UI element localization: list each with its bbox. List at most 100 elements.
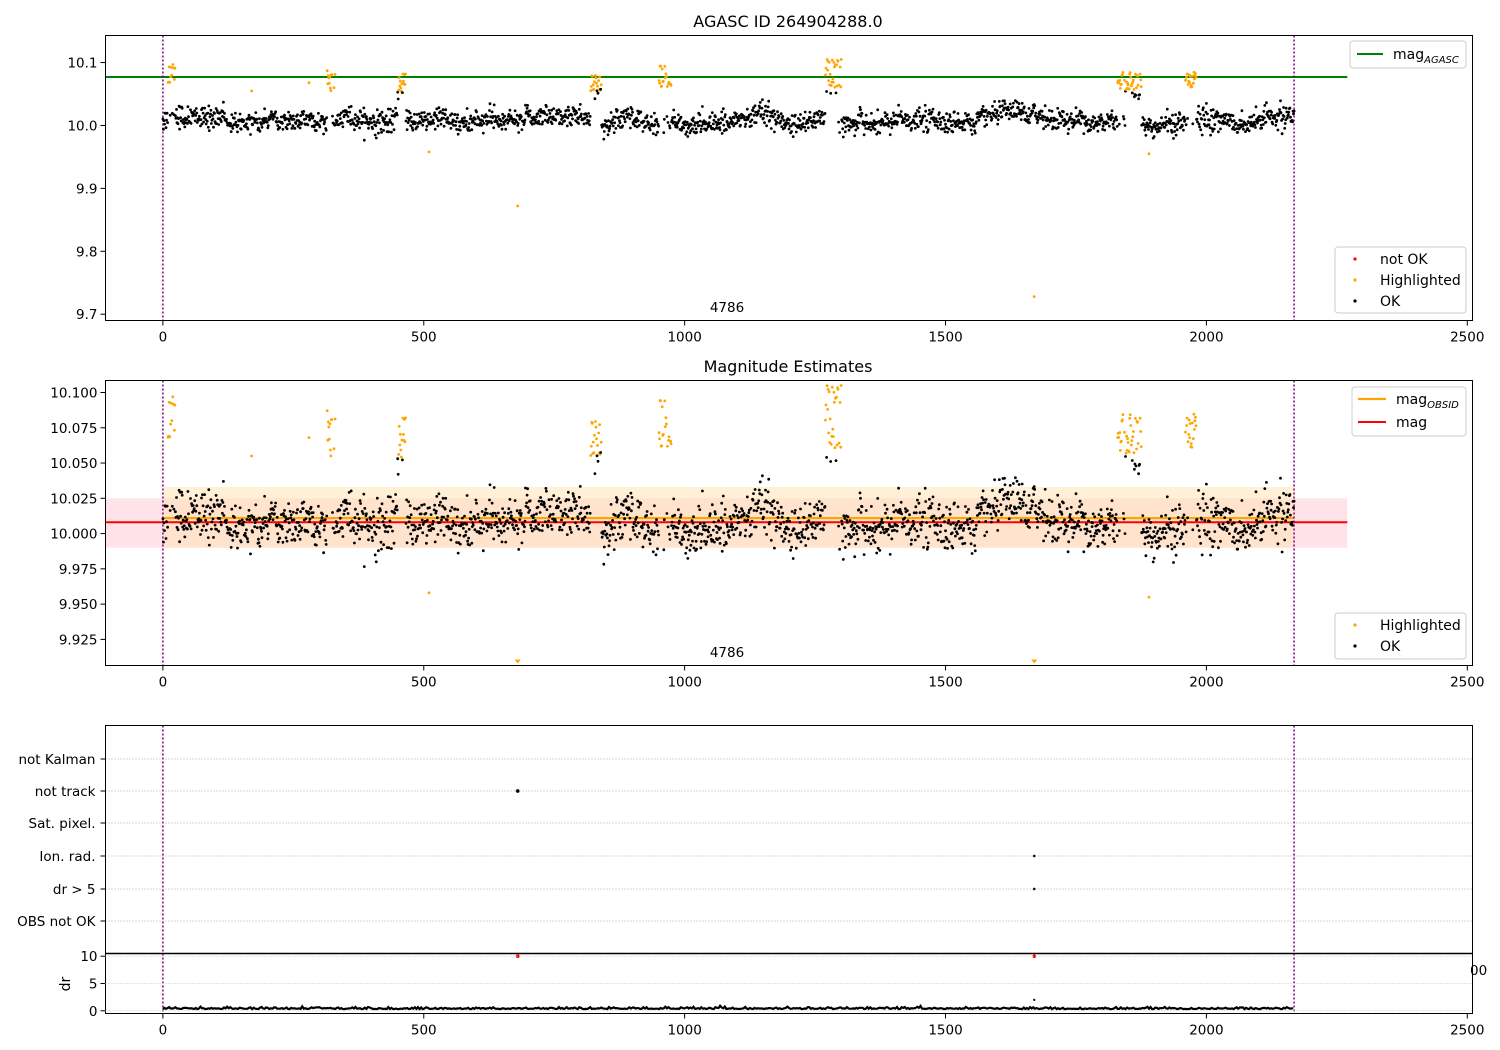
ok-point xyxy=(1143,542,1147,546)
ok-point xyxy=(767,477,771,481)
ok-point xyxy=(721,107,725,111)
ok-point xyxy=(1026,511,1029,515)
ok-point xyxy=(539,502,543,506)
ok-point xyxy=(200,528,204,532)
ok-point xyxy=(722,123,726,127)
ok-point xyxy=(1269,113,1273,117)
ok-point xyxy=(297,530,301,534)
ok-point xyxy=(291,510,295,514)
ok-point xyxy=(606,126,609,129)
ok-point xyxy=(349,489,353,493)
ok-point xyxy=(271,117,275,121)
ok-point xyxy=(801,535,804,539)
ok-point xyxy=(779,112,783,116)
ok-point xyxy=(1093,515,1097,519)
ok-point xyxy=(610,526,614,529)
ok-point xyxy=(629,491,633,495)
ok-point xyxy=(1059,121,1063,125)
ok-point xyxy=(1264,120,1268,124)
ok-point xyxy=(1269,508,1273,512)
ok-point xyxy=(768,502,772,505)
p2-ytick-label: 9.925 xyxy=(59,632,98,648)
ok-point xyxy=(322,551,325,555)
ok-point xyxy=(1289,513,1292,517)
ok-point xyxy=(421,123,425,127)
ok-point xyxy=(902,120,906,124)
ok-point xyxy=(579,511,583,515)
ok-point xyxy=(770,504,774,508)
ok-point xyxy=(608,539,611,543)
ok-point xyxy=(559,110,562,113)
ok-point xyxy=(1146,125,1149,129)
ok-point xyxy=(588,511,592,515)
ok-point xyxy=(204,518,208,522)
ok-point xyxy=(575,111,578,115)
highlighted-point xyxy=(427,591,431,595)
ok-point xyxy=(558,121,562,124)
ok-point xyxy=(688,548,692,552)
ok-point xyxy=(293,127,297,130)
dr-data-points xyxy=(162,954,1294,1011)
ok-point xyxy=(1201,106,1205,110)
ok-point xyxy=(925,119,929,122)
ok-point xyxy=(229,546,233,549)
ok-point xyxy=(998,488,1002,492)
ok-point xyxy=(1277,507,1281,511)
ok-point xyxy=(761,474,764,478)
ok-point xyxy=(274,501,277,505)
ok-point xyxy=(841,135,845,139)
ok-point xyxy=(1022,490,1026,494)
ok-point xyxy=(662,548,666,552)
ok-point xyxy=(693,123,696,127)
ok-point xyxy=(563,521,566,525)
ok-point xyxy=(544,487,548,490)
ok-point xyxy=(480,114,484,117)
highlighted-point xyxy=(839,445,843,449)
highlighted-point xyxy=(665,75,668,78)
ok-point xyxy=(473,122,477,126)
ok-point xyxy=(1210,127,1214,131)
ok-point xyxy=(382,523,386,527)
ok-point xyxy=(1062,110,1065,114)
ok-point xyxy=(496,122,500,126)
ok-point xyxy=(1045,514,1049,518)
ok-point xyxy=(953,110,956,114)
ok-point xyxy=(818,514,822,518)
ok-point xyxy=(788,118,791,122)
ok-point xyxy=(338,117,342,120)
ok-point xyxy=(288,509,292,513)
ok-point xyxy=(781,511,785,515)
ok-point xyxy=(801,125,804,129)
highlighted-point xyxy=(1187,433,1191,436)
highlighted-point xyxy=(169,422,173,426)
ok-point xyxy=(1022,493,1026,497)
ok-point xyxy=(917,110,921,114)
ok-point xyxy=(574,500,578,503)
ok-point xyxy=(1271,122,1275,126)
ok-point xyxy=(582,122,586,126)
ok-point xyxy=(856,537,860,541)
ok-point xyxy=(511,523,514,527)
ok-point xyxy=(352,122,356,126)
ok-point xyxy=(892,503,895,507)
ok-point xyxy=(684,551,688,555)
highlighted-point xyxy=(1121,413,1125,416)
ok-point xyxy=(1042,539,1045,543)
ok-point xyxy=(1284,519,1288,523)
ok-point xyxy=(615,108,619,112)
ok-point xyxy=(380,110,384,114)
ok-point xyxy=(1081,513,1085,517)
ok-point xyxy=(829,460,833,463)
ok-point xyxy=(307,512,311,516)
ok-point xyxy=(857,508,861,511)
ok-point xyxy=(646,523,649,527)
ok-point xyxy=(498,518,502,522)
ok-point xyxy=(681,535,684,539)
ok-point xyxy=(792,122,796,125)
ok-point xyxy=(465,523,468,526)
ok-point xyxy=(925,521,929,524)
ok-point xyxy=(375,525,379,529)
ok-point xyxy=(745,107,749,111)
ok-point xyxy=(317,504,320,508)
ok-point xyxy=(914,114,918,118)
